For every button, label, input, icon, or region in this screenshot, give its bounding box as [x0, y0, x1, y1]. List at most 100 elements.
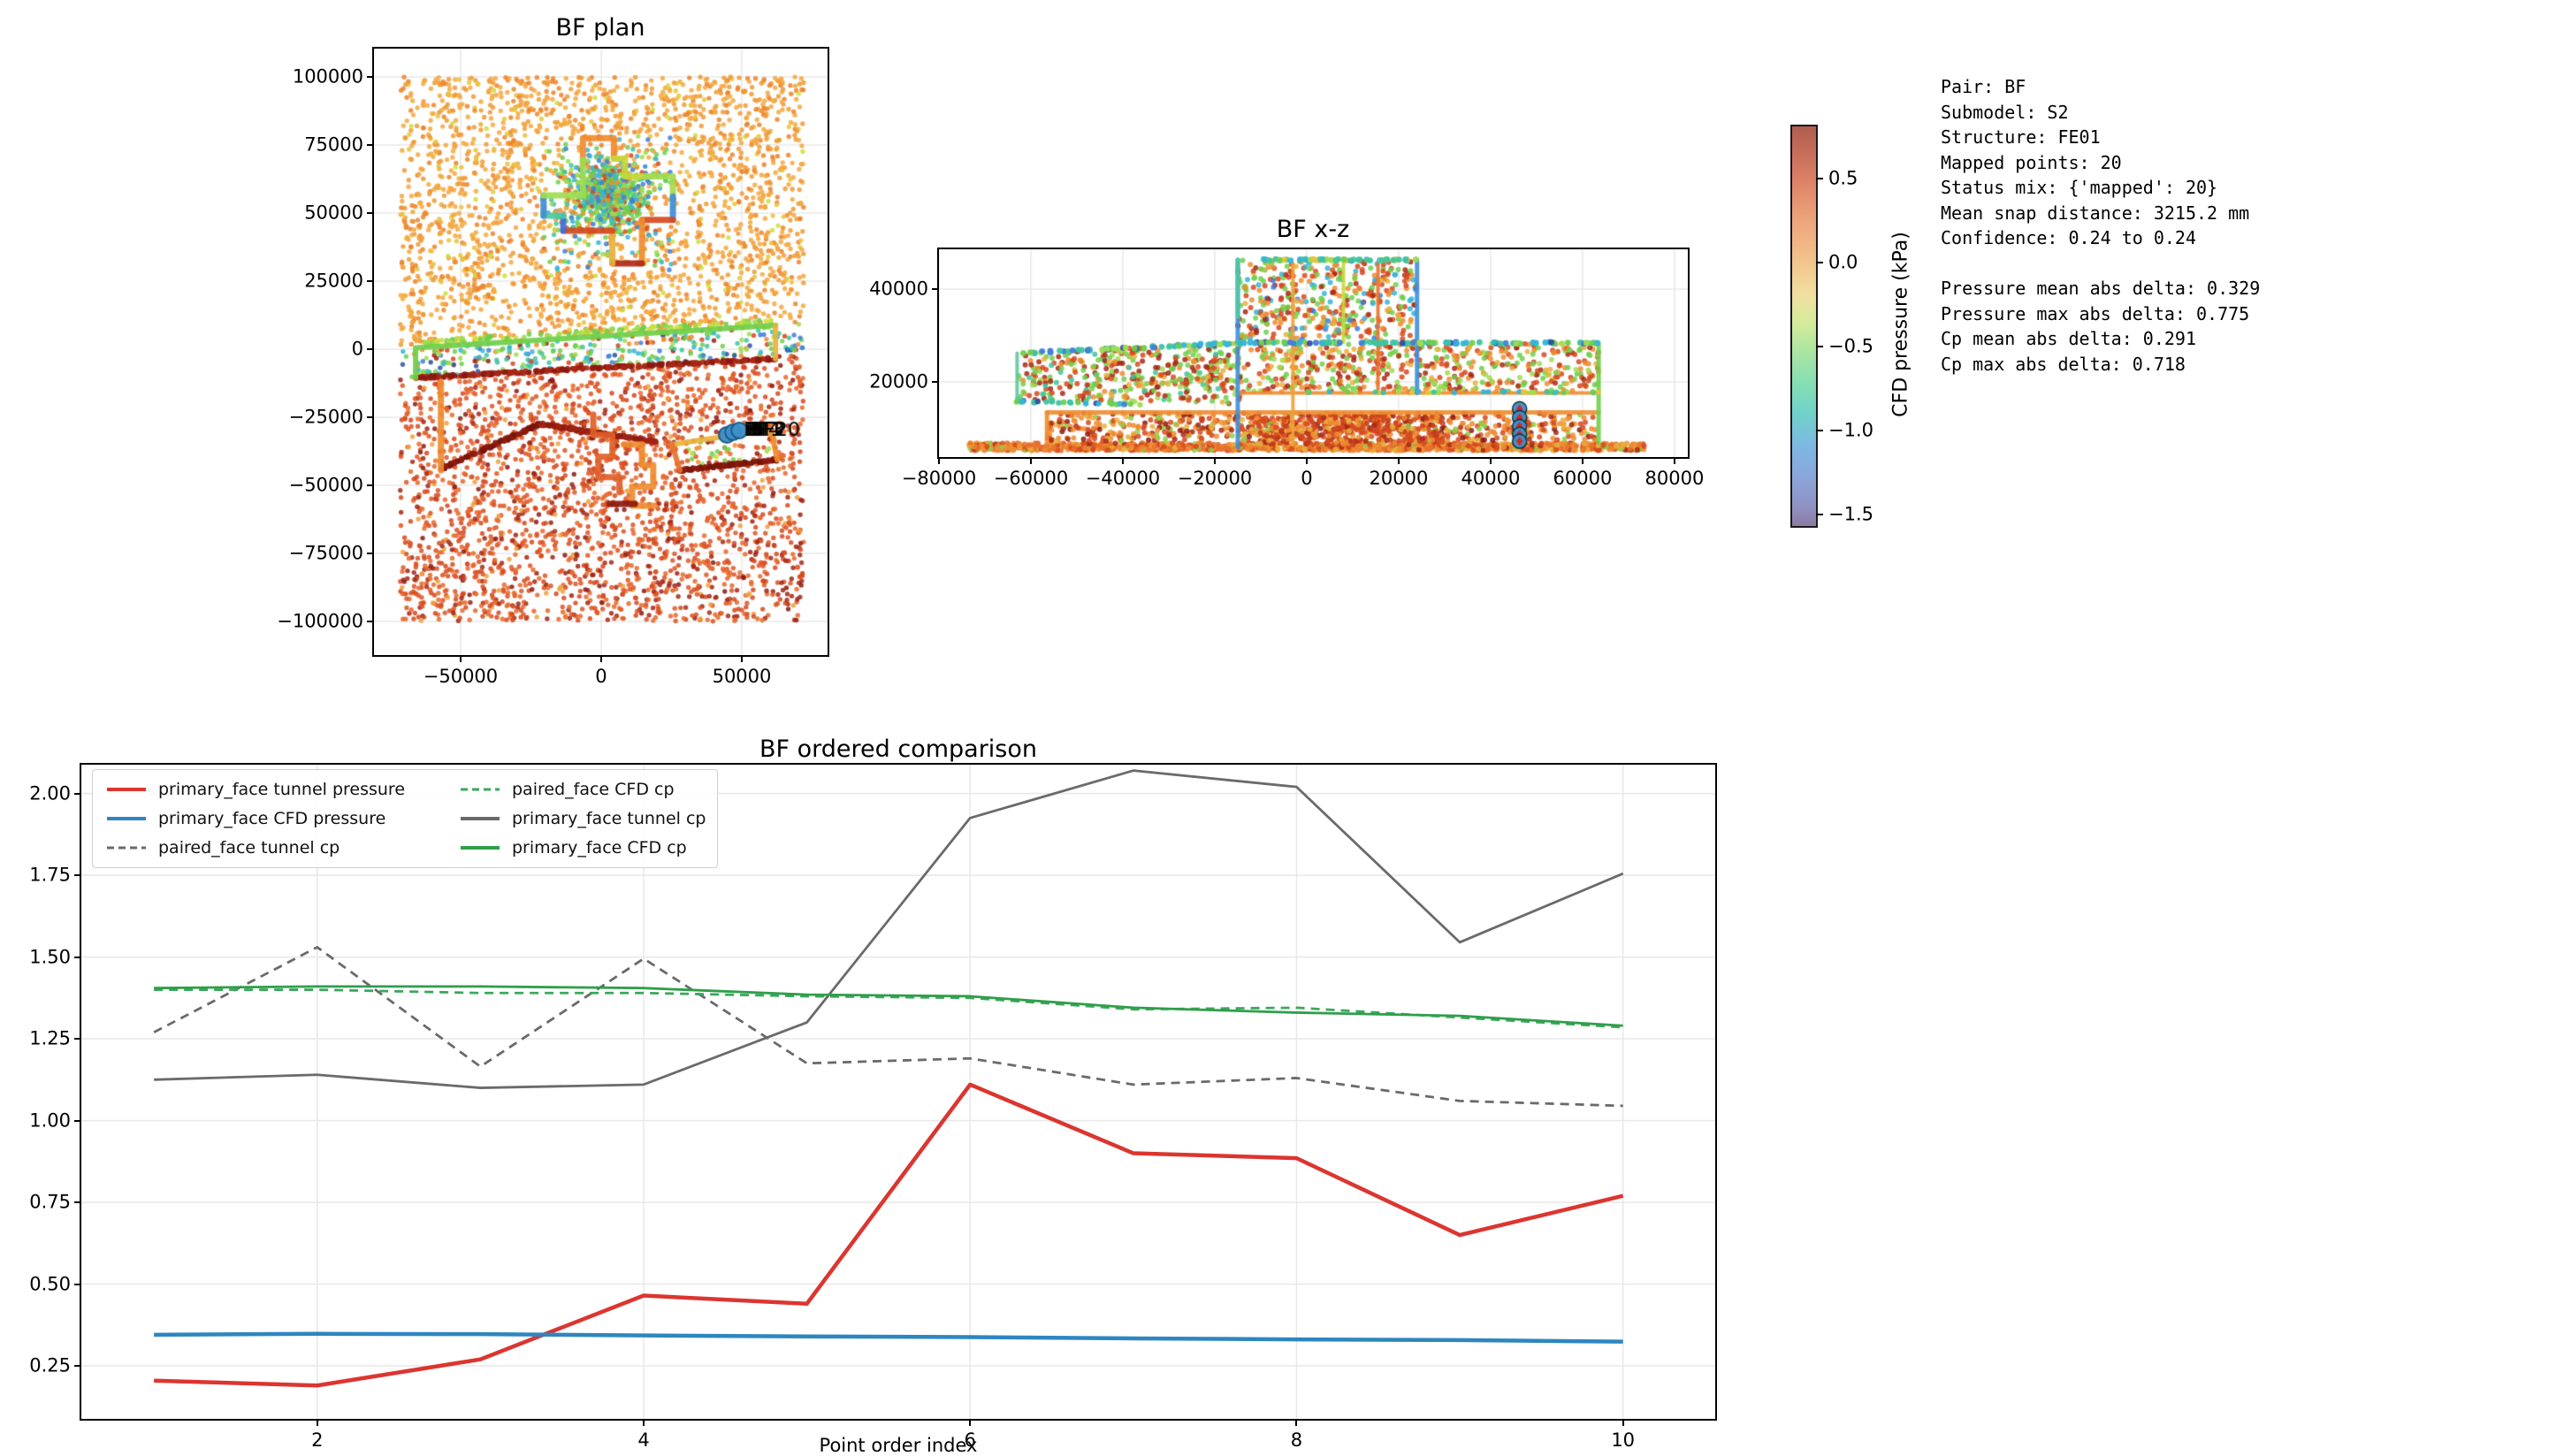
legend-line-swatch	[461, 816, 500, 820]
series-line-primary_face-tunnel-pressure	[154, 1082, 1624, 1388]
bf-xz-x-tick-label: 40000	[1461, 468, 1521, 489]
bf-plan-title: BF plan	[555, 14, 645, 42]
bf-plan-y-tick-label: −100000	[277, 610, 363, 632]
bf-plan-y-tick-mark	[367, 415, 374, 418]
colorbar-tick-label: 0.0	[1828, 251, 1858, 273]
legend-item-primary_face-CFD-cp: primary_face CFD cp	[459, 833, 706, 862]
bf-xz-x-tick-mark	[938, 457, 940, 464]
bf-xz-x-tick-mark	[1121, 457, 1124, 464]
comparison-x-tick-label: 2	[311, 1429, 324, 1451]
comparison-y-tick-label: 1.50	[29, 946, 71, 968]
colorbar-tick-mark	[1816, 345, 1823, 347]
comparison-y-tick-label: 1.75	[29, 864, 71, 886]
bf-xz-x-tick-mark	[1029, 457, 1032, 464]
colorbar-axis-label: CFD pressure (kPa)	[1889, 232, 1912, 417]
info-panel-text: Pair: BF Submodel: S2 Structure: FE01 Ma…	[1941, 76, 2261, 375]
bf-xz-x-tick-label: −60000	[993, 468, 1069, 489]
legend-line-swatch	[461, 788, 500, 791]
series-line-primary_face-CFD-pressure	[154, 1331, 1623, 1344]
bf-xz-x-tick-label: 0	[1301, 468, 1313, 489]
bf-plan-x-tick-mark	[740, 655, 743, 662]
legend-line-swatch	[461, 845, 500, 850]
legend-label: primary_face CFD cp	[512, 837, 687, 858]
legend-label: paired_face CFD cp	[512, 780, 675, 800]
bf-plan-y-tick-label: −25000	[288, 406, 363, 428]
bf-xz-x-tick-mark	[1673, 457, 1675, 464]
colorbar-tick-label: 0.5	[1828, 167, 1858, 189]
comparison-title: BF ordered comparison	[759, 736, 1038, 763]
bf-xz-x-tick-label: 20000	[1369, 468, 1429, 489]
bf-plan-y-tick-mark	[367, 212, 374, 214]
legend-item-paired_face-tunnel-cp: paired_face tunnel cp	[105, 833, 459, 862]
comparison-y-tick-label: 1.00	[29, 1109, 71, 1132]
bf-plan-y-tick-mark	[367, 484, 374, 486]
bf-plan-y-tick-label: −50000	[288, 474, 363, 496]
bf-plan-x-tick-label: −50000	[423, 666, 499, 687]
bf-xz-x-tick-label: 60000	[1553, 468, 1613, 489]
bf-xz-x-tick-label: −40000	[1085, 468, 1161, 489]
colorbar	[1790, 125, 1818, 528]
legend-item-primary_face-tunnel-cp: primary_face tunnel cp	[459, 804, 706, 834]
comparison-y-tick-mark	[74, 1119, 81, 1122]
comparison-x-tick-mark	[643, 1419, 645, 1426]
colorbar-tick-mark	[1816, 513, 1823, 515]
legend-item-primary_face-tunnel-pressure: primary_face tunnel pressure	[105, 775, 459, 804]
bf-xz-y-tick-mark	[932, 380, 939, 383]
comparison-x-tick-label: 6	[964, 1429, 976, 1451]
colorbar-tick-mark	[1816, 177, 1823, 179]
comparison-y-tick-label: 0.75	[29, 1191, 71, 1213]
bf-plan-y-tick-mark	[367, 144, 374, 146]
bf-plan-y-tick-mark	[367, 620, 374, 622]
bf-xz-x-tick-mark	[1305, 457, 1308, 464]
comparison-y-tick-mark	[74, 1283, 81, 1285]
legend-line-swatch	[107, 816, 146, 820]
comparison-y-tick-mark	[74, 874, 81, 877]
legend-line-swatch	[107, 846, 146, 850]
colorbar-tick-mark	[1816, 261, 1823, 263]
bf-xz-title: BF x-z	[1276, 216, 1350, 243]
bf-plan-y-tick-label: 100000	[292, 65, 363, 88]
comparison-y-tick-label: 2.00	[29, 782, 71, 804]
legend-label: primary_face CFD pressure	[158, 808, 386, 828]
legend-label: primary_face tunnel cp	[512, 808, 706, 828]
bf-plan-x-tick-mark	[459, 655, 462, 662]
series-line-paired_face-tunnel-cp	[153, 946, 1623, 1108]
bf-plan-y-tick-mark	[367, 348, 374, 350]
legend-label: primary_face tunnel pressure	[158, 780, 406, 800]
bf-xz-y-tick-mark	[932, 287, 939, 290]
legend-item-paired_face-CFD-cp: paired_face CFD cp	[459, 775, 706, 804]
comparison-xaxis-label: Point order index	[819, 1435, 978, 1456]
bf-plan-y-tick-label: 25000	[304, 270, 363, 292]
bf-xz-x-tick-mark	[1581, 457, 1583, 464]
comparison-x-tick-mark	[969, 1419, 972, 1426]
comparison-y-tick-mark	[74, 1038, 81, 1041]
bf-xz-scatter-canvas	[939, 249, 1688, 457]
bf-xz-x-tick-mark	[1489, 457, 1492, 464]
bf-plan-y-tick-label: 50000	[304, 202, 363, 224]
comparison-x-tick-label: 8	[1290, 1429, 1303, 1451]
colorbar-tick-mark	[1816, 429, 1823, 431]
legend-item-primary_face-CFD-pressure: primary_face CFD pressure	[105, 804, 459, 834]
colorbar-tick-label: −1.0	[1828, 419, 1873, 441]
bf-xz-x-tick-label: 80000	[1644, 468, 1705, 489]
comparison-x-tick-mark	[1295, 1419, 1298, 1426]
bf-xz-x-tick-mark	[1397, 457, 1400, 464]
colorbar-tick-label: −1.5	[1828, 503, 1873, 525]
series-line-primary_face-tunnel-cp	[154, 769, 1624, 1089]
bf-plan-scatter-canvas	[374, 49, 828, 655]
legend-line-swatch	[107, 788, 146, 792]
colorbar-tick-label: −0.5	[1828, 335, 1873, 357]
bf-xz-x-tick-label: −80000	[901, 468, 977, 489]
bf-plan-y-tick-label: −75000	[288, 542, 363, 564]
bf-xz-x-tick-label: −20000	[1177, 468, 1253, 489]
bf-plan-x-tick-mark	[599, 655, 602, 662]
bf-plan-x-tick-label: 0	[595, 666, 607, 687]
bf-plan-y-tick-label: 75000	[304, 133, 363, 156]
comparison-x-tick-label: 10	[1611, 1429, 1636, 1451]
comparison-y-tick-label: 0.50	[29, 1273, 71, 1295]
comparison-y-tick-mark	[74, 956, 81, 958]
bf-plan-y-tick-mark	[367, 552, 374, 554]
comparison-y-tick-mark	[74, 1365, 81, 1368]
comparison-x-tick-mark	[316, 1419, 318, 1426]
comparison-x-tick-label: 4	[637, 1429, 650, 1451]
